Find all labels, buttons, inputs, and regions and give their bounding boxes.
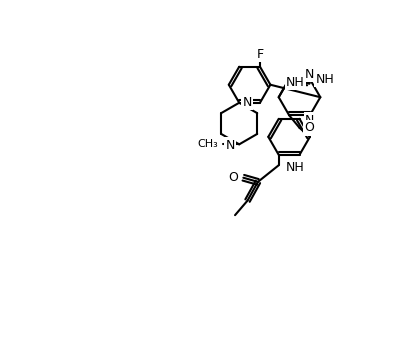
Text: N: N	[305, 68, 314, 81]
Text: N: N	[243, 96, 252, 109]
Text: N: N	[225, 139, 235, 152]
Text: NH: NH	[286, 76, 305, 89]
Text: NH: NH	[286, 161, 305, 174]
Text: CH₃: CH₃	[198, 139, 218, 149]
Text: O: O	[305, 121, 314, 134]
Text: O: O	[228, 171, 238, 184]
Text: N: N	[305, 114, 314, 127]
Text: NH: NH	[316, 73, 334, 86]
Text: F: F	[256, 48, 264, 61]
